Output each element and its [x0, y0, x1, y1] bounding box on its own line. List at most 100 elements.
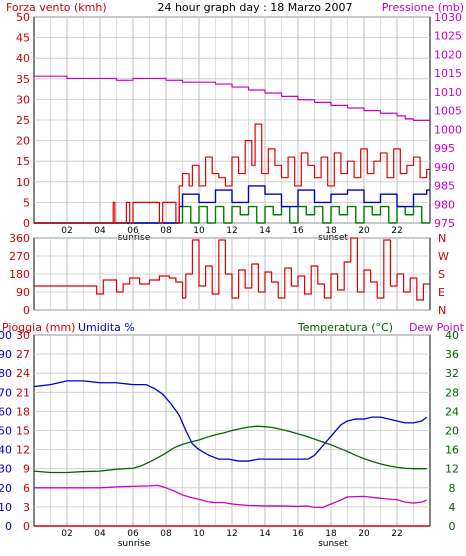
compass-tick-label: S: [438, 268, 445, 281]
pressure-y-tick-label: 980: [434, 198, 455, 211]
wind-y-tick-label: 25: [16, 114, 30, 127]
pressure-y-tick-label: 1010: [434, 86, 462, 99]
pressure-y-tick-label: 975: [434, 217, 455, 230]
direction-y-tick-label: 270: [9, 250, 30, 263]
temperature-y-tick-label: 8: [449, 482, 456, 495]
compass-tick-label: N: [438, 304, 446, 317]
pressure-y-tick-label: 990: [434, 161, 455, 174]
wind-y-tick-label: 40: [16, 52, 30, 65]
rain-label: Pioggia (mm): [2, 321, 75, 334]
x-tick-label: 16: [292, 529, 304, 539]
wind-y-tick-label: 30: [16, 93, 30, 106]
wind-y-tick-label: 20: [16, 135, 30, 148]
direction-y-tick-label: 90: [16, 286, 30, 299]
rain-y-tick-label: 30: [16, 329, 30, 342]
rain-y-tick-label: 12: [16, 444, 30, 457]
graph-title: 24 hour graph day : 18 Marzo 2007: [157, 1, 352, 14]
rain-y-tick-label: 27: [16, 348, 30, 361]
wind-y-tick-label: 15: [16, 155, 30, 168]
pressure-y-tick-label: 1005: [434, 105, 462, 118]
compass-tick-label: W: [438, 250, 449, 263]
temperature-y-tick-label: 0: [449, 520, 456, 533]
x-tick-label: 14: [259, 226, 271, 236]
rain-y-tick-label: 18: [16, 405, 30, 418]
rain-y-tick-label: 0: [23, 520, 30, 533]
humidity-y-tick-label: 70: [0, 386, 12, 399]
temperature-y-tick-label: 24: [445, 405, 459, 418]
wind-gust-line: [34, 123, 430, 224]
wind-direction-line: [34, 237, 430, 301]
humidity-y-tick-label: 40: [0, 444, 12, 457]
wind-min-line: [34, 205, 430, 224]
rain-y-tick-label: 21: [16, 386, 30, 399]
pressure-y-tick-label: 995: [434, 142, 455, 155]
wind-y-tick-label: 50: [16, 11, 30, 24]
humidity-y-tick-label: 20: [0, 482, 12, 495]
wind-y-tick-label: 5: [23, 196, 30, 209]
temperature-line: [33, 425, 427, 474]
temperature-y-tick-label: 28: [445, 386, 459, 399]
humidity-y-tick-label: 50: [0, 425, 12, 438]
wind-y-tick-label: 0: [23, 217, 30, 230]
direction-y-tick-label: 0: [23, 304, 30, 317]
x-tick-label: 06: [127, 226, 139, 236]
temperature-y-tick-label: 36: [445, 348, 459, 361]
pressure-y-tick-label: 1030: [434, 11, 462, 24]
temperature-y-tick-label: 16: [445, 444, 459, 457]
pressure-y-tick-label: 1025: [434, 30, 462, 43]
x-tick-label: 02: [61, 226, 72, 236]
sunset-label-3: sunset: [318, 539, 348, 549]
compass-tick-label: N: [438, 232, 446, 245]
humidity-label: Umidita %: [78, 321, 135, 334]
wind-speed-label: Forza vento (kmh): [6, 1, 107, 14]
pressure-y-tick-label: 1015: [434, 67, 462, 80]
rain-y-tick-label: 15: [16, 425, 30, 438]
x-tick-label: 22: [391, 226, 402, 236]
dewpoint-line: [34, 484, 427, 509]
compass-tick-label: E: [438, 286, 445, 299]
pressure-line: [34, 75, 430, 121]
x-tick-label: 10: [193, 226, 205, 236]
humidity-y-tick-label: 0: [5, 520, 12, 533]
x-tick-label: 18: [325, 226, 337, 236]
direction-y-tick-label: 360: [9, 232, 30, 245]
humidity-y-tick-label: 60: [0, 405, 12, 418]
rain-y-tick-label: 6: [23, 482, 30, 495]
pressure-y-tick-label: 1020: [434, 48, 462, 61]
wind-y-tick-label: 45: [16, 32, 30, 45]
temperature-y-tick-label: 32: [445, 367, 459, 380]
x-tick-label: 20: [358, 226, 370, 236]
x-tick-label: 10: [193, 529, 205, 539]
x-tick-label: 14: [259, 529, 271, 539]
temperature-label: Temperatura (°C): [297, 321, 393, 334]
x-tick-label: 04: [94, 529, 106, 539]
pressure-label: Pressione (mb): [382, 1, 464, 14]
humidity-y-tick-label: 10: [0, 501, 12, 514]
x-tick-label: 16: [292, 226, 304, 236]
rain-y-tick-label: 24: [16, 367, 30, 380]
x-tick-label: 20: [358, 529, 370, 539]
x-tick-label: 08: [160, 226, 172, 236]
dewpoint-label: Dew Point: [409, 321, 465, 334]
rain-y-tick-label: 9: [23, 463, 30, 476]
rain-y-tick-label: 3: [23, 501, 30, 514]
wind-y-tick-label: 35: [16, 73, 30, 86]
humidity-y-tick-label: 80: [0, 367, 12, 380]
humidity-line: [33, 380, 428, 462]
pressure-y-tick-label: 1000: [434, 123, 462, 136]
x-tick-label: 18: [325, 529, 337, 539]
x-tick-label: 08: [160, 529, 172, 539]
sunrise-label-3: sunrise: [118, 539, 151, 549]
direction-y-tick-label: 180: [9, 268, 30, 281]
x-tick-label: 22: [391, 529, 402, 539]
pressure-y-tick-label: 985: [434, 180, 455, 193]
x-tick-label: 06: [127, 529, 139, 539]
humidity-y-tick-label: 30: [0, 463, 12, 476]
temperature-y-tick-label: 20: [445, 425, 459, 438]
x-tick-label: 02: [61, 529, 72, 539]
humidity-y-tick-label: 100: [0, 329, 12, 342]
humidity-y-tick-label: 90: [0, 348, 12, 361]
x-tick-label: 12: [226, 226, 237, 236]
temperature-y-tick-label: 40: [445, 329, 459, 342]
